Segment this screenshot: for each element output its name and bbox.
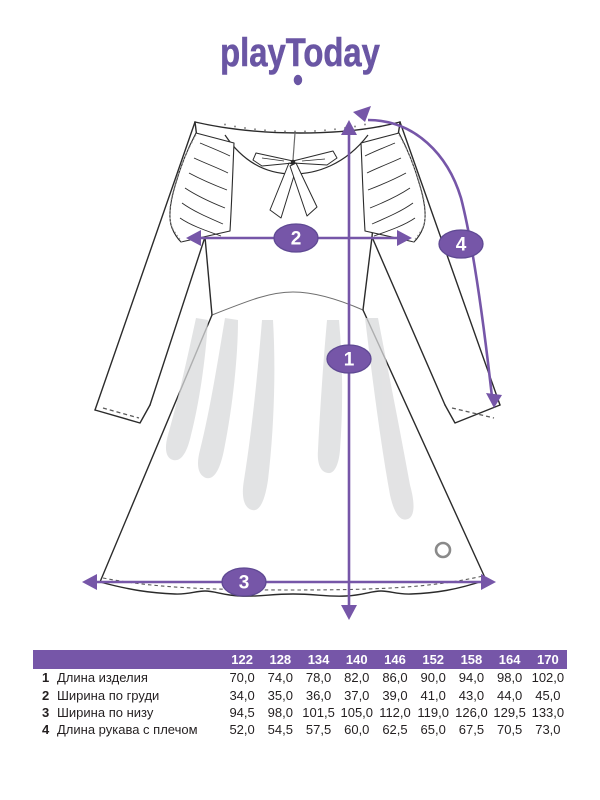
svg-text:playToday: playToday [220, 30, 380, 75]
svg-text:1: 1 [344, 350, 355, 371]
svg-text:2: 2 [291, 229, 302, 250]
svg-text:3: 3 [239, 573, 250, 594]
svg-text:4: 4 [456, 235, 467, 256]
